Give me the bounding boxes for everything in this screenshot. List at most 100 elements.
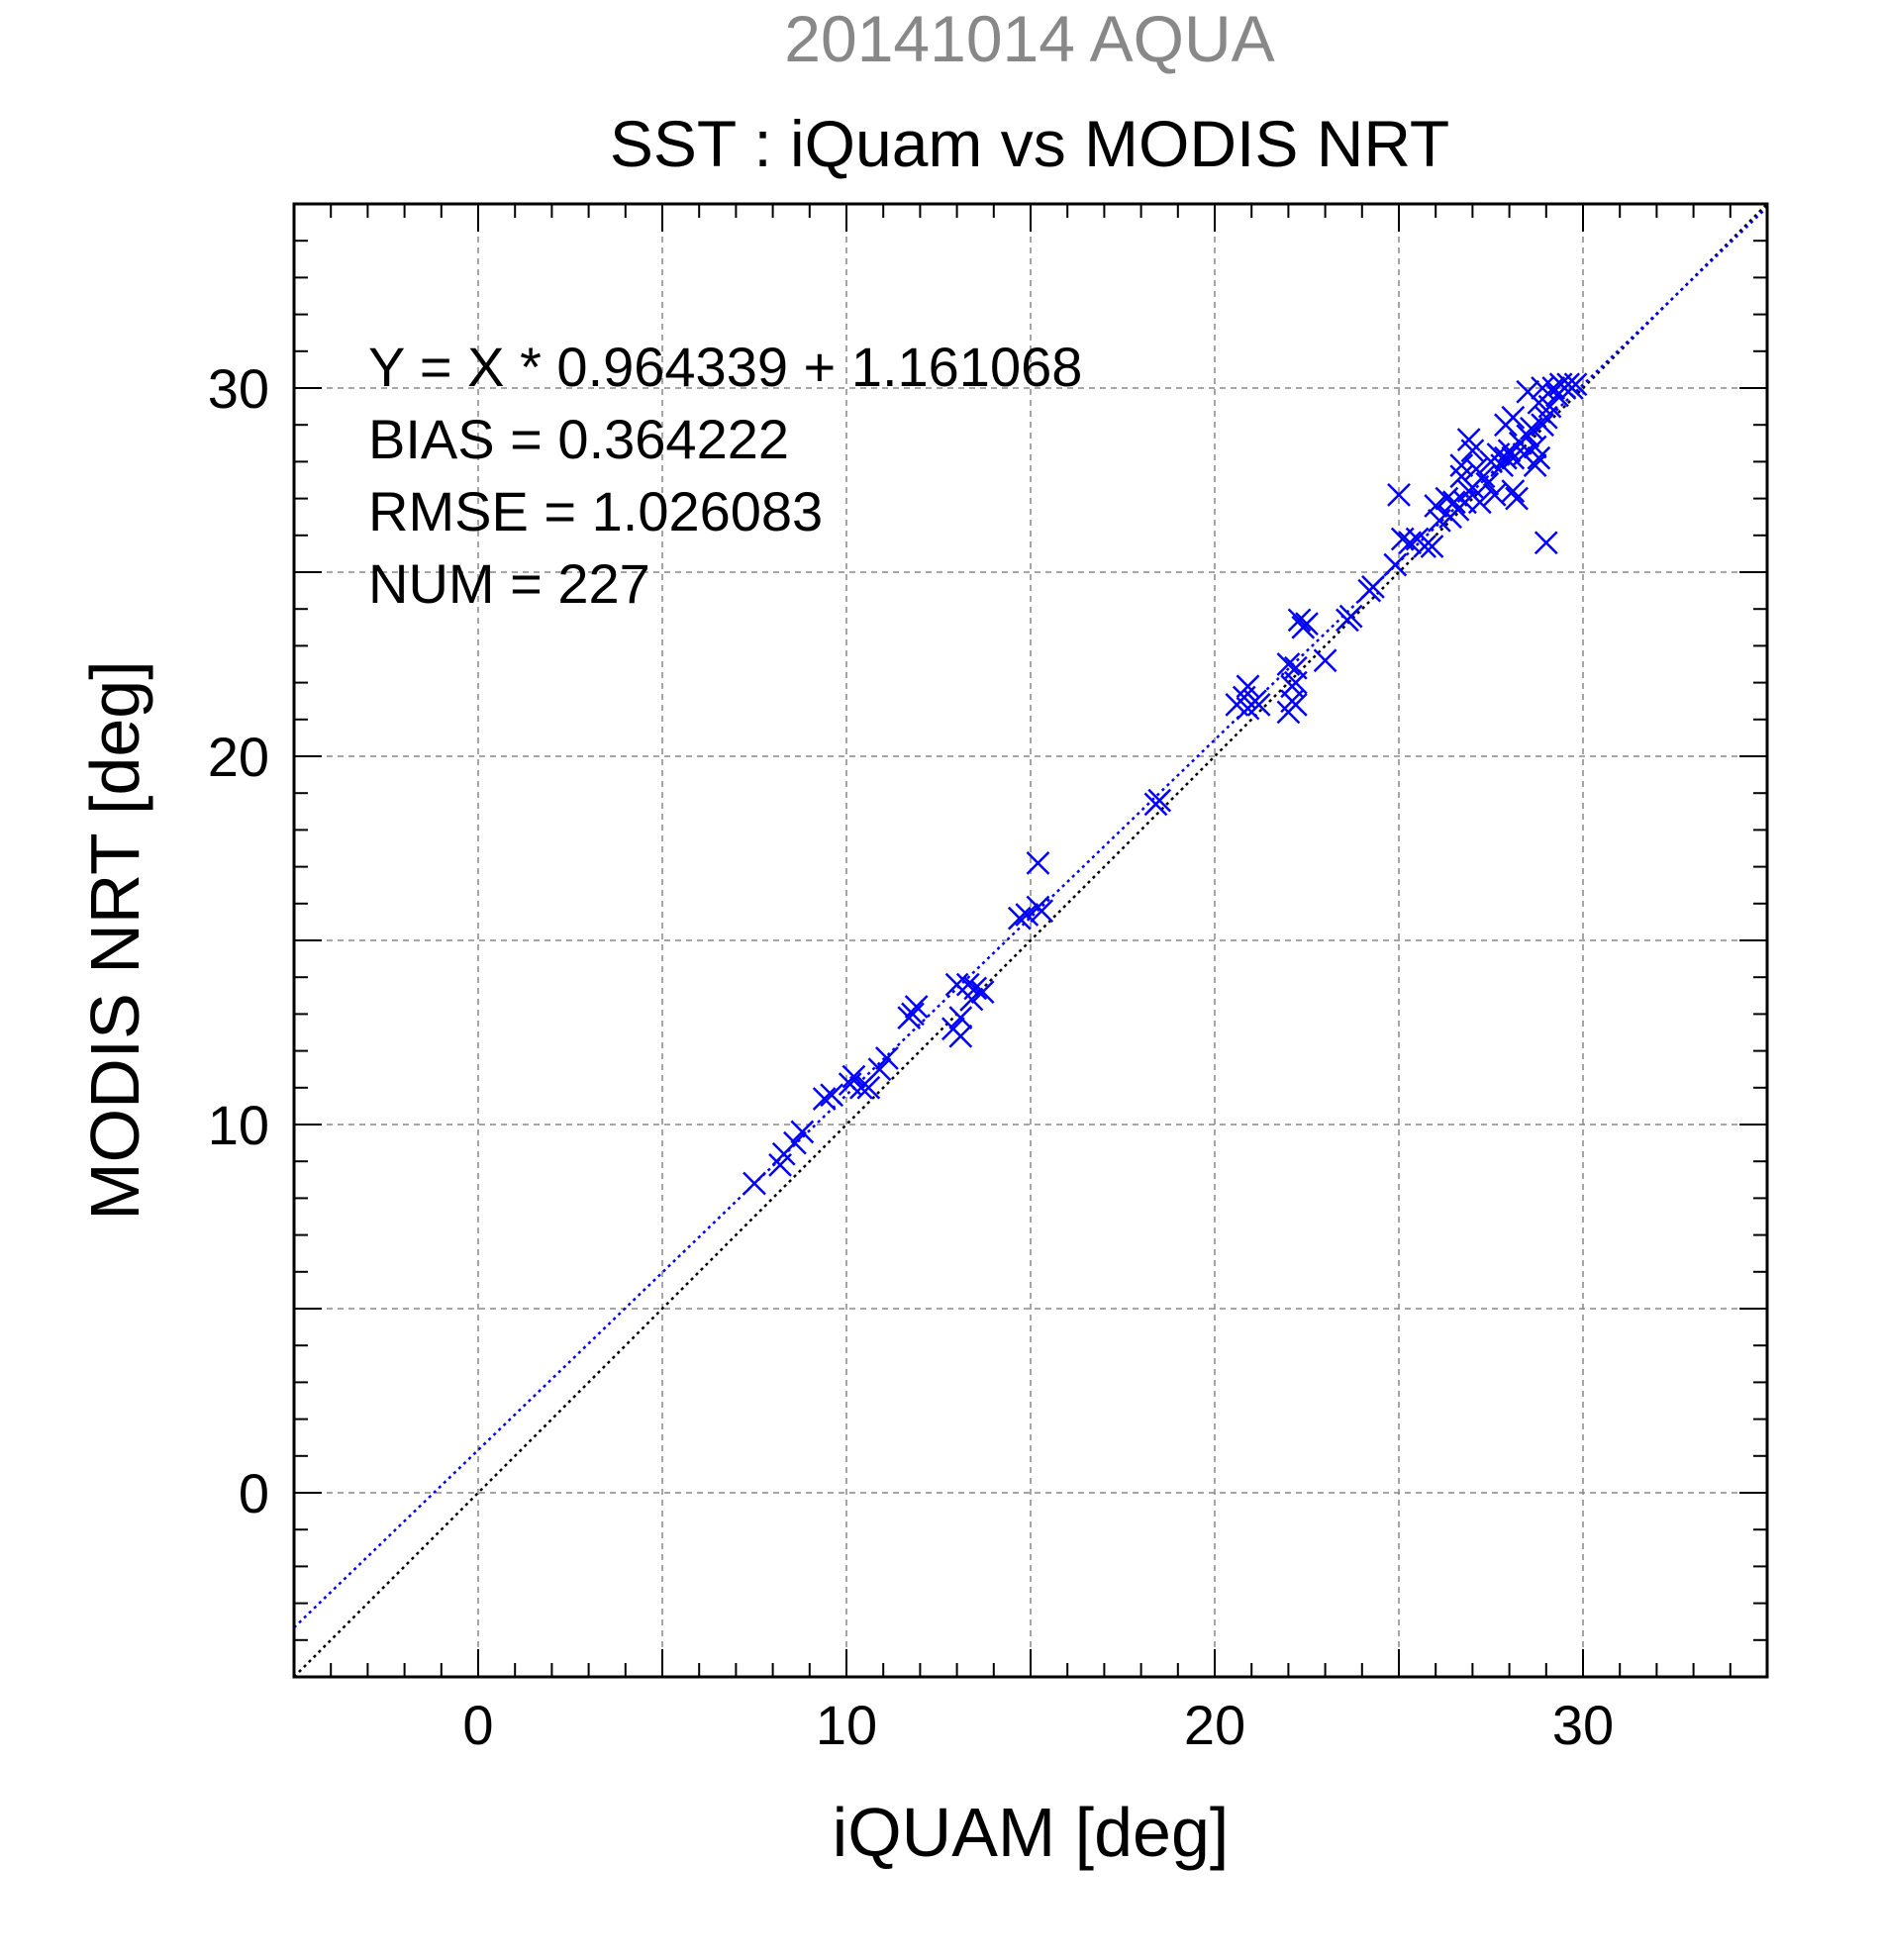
chart-title: SST : iQuam vs MODIS NRT <box>610 107 1449 180</box>
data-point-stroke <box>1420 535 1444 558</box>
data-point <box>1541 376 1566 400</box>
data-point <box>1295 612 1319 636</box>
data-point-stroke <box>1531 376 1554 400</box>
data-point <box>1490 453 1515 478</box>
data-point-stroke <box>1361 574 1385 599</box>
data-point-stroke <box>1313 648 1337 673</box>
data-point-stroke <box>1527 445 1551 470</box>
data-point <box>959 987 984 1012</box>
data-point-stroke <box>1435 486 1459 511</box>
data-point-stroke <box>1283 655 1308 680</box>
data-point <box>1420 535 1444 558</box>
data-point-stroke <box>955 972 980 997</box>
data-point <box>1527 445 1551 470</box>
y-tick-label: 30 <box>208 357 269 420</box>
data-point-stroke <box>1523 435 1547 459</box>
data-point-stroke <box>1467 490 1492 515</box>
data-point <box>1497 439 1522 463</box>
data-point <box>1030 899 1054 924</box>
x-tick-label: 30 <box>1552 1694 1614 1756</box>
data-point-stroke <box>1563 372 1588 397</box>
y-tick-labels: 0 10 20 30 <box>208 357 269 1524</box>
data-point-stroke <box>1449 453 1474 478</box>
data-point <box>1523 453 1547 478</box>
data-points <box>742 372 1588 1196</box>
data-point-stroke <box>867 1057 892 1082</box>
data-point-stroke <box>1287 608 1312 633</box>
data-point <box>842 1064 866 1089</box>
grid-lines <box>294 204 1767 1677</box>
data-point-stroke <box>1531 413 1554 438</box>
data-point <box>1276 652 1301 676</box>
data-point-stroke <box>1236 696 1260 721</box>
data-point <box>901 1002 925 1027</box>
data-point <box>812 1087 837 1111</box>
data-point <box>1236 674 1260 699</box>
data-point-stroke <box>1501 405 1526 430</box>
x-axis-label: iQUAM [deg] <box>833 1794 1230 1871</box>
data-point <box>1387 482 1411 507</box>
data-point-stroke <box>1475 471 1500 496</box>
data-point-stroke <box>790 1120 815 1144</box>
data-point-stroke <box>904 995 929 1019</box>
y-tick-label: 10 <box>208 1094 269 1156</box>
stats-line: RMSE = 1.026083 <box>368 480 823 542</box>
data-point-stroke <box>1523 453 1547 478</box>
reference-lines <box>293 203 1772 1678</box>
data-point <box>867 1057 892 1082</box>
minor-ticks <box>294 204 1767 1677</box>
data-point-stroke <box>1236 674 1260 699</box>
data-point <box>948 1006 973 1030</box>
data-point <box>1147 788 1172 813</box>
data-point-stroke <box>948 1024 973 1048</box>
y-tick-label: 0 <box>239 1462 269 1524</box>
stats-line: NUM = 227 <box>368 552 650 615</box>
data-point-stroke <box>1413 535 1436 558</box>
data-point <box>1283 655 1308 680</box>
data-point-stroke <box>1471 464 1496 489</box>
plot-area-frame <box>292 202 1769 1679</box>
data-point <box>848 1075 873 1100</box>
data-point <box>1501 405 1526 430</box>
data-point <box>1236 696 1260 721</box>
data-point <box>1482 482 1507 507</box>
x-tick-label: 10 <box>816 1694 877 1756</box>
data-point <box>1007 906 1032 931</box>
data-point <box>1534 531 1558 555</box>
y-tick-label: 20 <box>208 726 269 788</box>
data-point <box>1475 471 1500 496</box>
data-point <box>1413 535 1436 558</box>
data-point-stroke <box>1490 453 1515 478</box>
x-tick-label: 20 <box>1184 1694 1245 1756</box>
data-point-stroke <box>1015 903 1040 927</box>
data-point <box>1505 486 1529 511</box>
data-point <box>783 1130 807 1155</box>
data-point-stroke <box>970 980 995 1004</box>
data-point <box>1467 490 1492 515</box>
data-point <box>1398 531 1423 555</box>
data-point-stroke <box>1512 442 1536 466</box>
data-point <box>1471 464 1496 489</box>
stats-line: BIAS = 0.364222 <box>368 408 789 470</box>
data-point-stroke <box>1456 428 1481 451</box>
y-axis-label: MODIS NRT [deg] <box>76 660 153 1220</box>
stats-line: Y = X * 0.964339 + 1.161068 <box>368 336 1082 398</box>
data-point-stroke <box>875 1046 899 1070</box>
data-point-stroke <box>1537 394 1562 419</box>
data-point <box>790 1120 815 1144</box>
data-point <box>955 972 980 997</box>
data-point-stroke <box>948 1006 973 1030</box>
data-point-stroke <box>944 972 969 997</box>
data-point-stroke <box>1497 439 1522 463</box>
data-point <box>1501 479 1526 504</box>
data-point <box>904 995 929 1019</box>
data-point-stroke <box>1534 531 1558 555</box>
data-point <box>1563 372 1588 397</box>
data-point-stroke <box>1398 531 1423 555</box>
data-point-stroke <box>820 1083 844 1108</box>
data-point <box>1283 693 1308 717</box>
data-point-stroke <box>1424 494 1448 518</box>
data-point <box>875 1046 899 1070</box>
data-point-stroke <box>783 1130 807 1155</box>
